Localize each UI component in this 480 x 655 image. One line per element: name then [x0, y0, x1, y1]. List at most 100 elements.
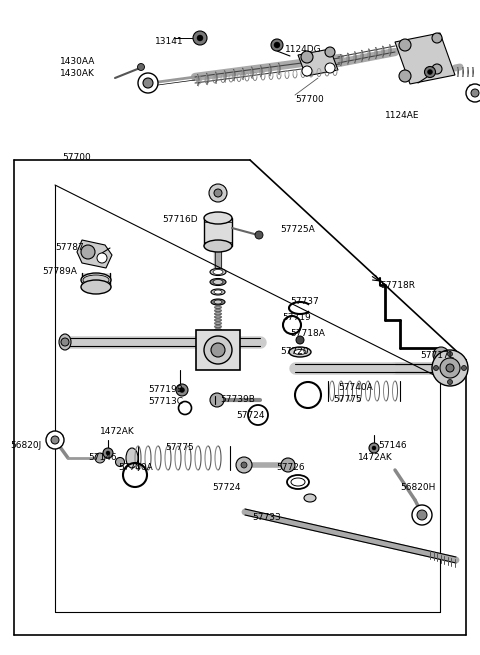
Ellipse shape: [214, 300, 222, 304]
Polygon shape: [298, 49, 338, 76]
Text: 57775: 57775: [165, 443, 194, 453]
Circle shape: [106, 451, 110, 455]
Circle shape: [81, 245, 95, 259]
Ellipse shape: [81, 280, 111, 294]
Circle shape: [399, 39, 411, 51]
Text: 57700: 57700: [62, 153, 91, 162]
Ellipse shape: [59, 334, 71, 350]
Circle shape: [51, 436, 59, 444]
Polygon shape: [395, 33, 455, 84]
Text: 57740A: 57740A: [118, 464, 153, 472]
Text: 57146: 57146: [88, 453, 117, 462]
Text: 57737: 57737: [290, 297, 319, 307]
Circle shape: [204, 336, 232, 364]
Text: 57733: 57733: [252, 512, 281, 521]
Text: 57775: 57775: [333, 396, 362, 405]
Text: 1430AK: 1430AK: [60, 69, 95, 79]
Text: 57724: 57724: [236, 411, 264, 419]
Circle shape: [241, 462, 247, 468]
Circle shape: [209, 184, 227, 202]
Circle shape: [433, 365, 439, 371]
Circle shape: [417, 510, 427, 520]
Polygon shape: [196, 330, 240, 370]
Ellipse shape: [213, 269, 223, 274]
Circle shape: [461, 365, 467, 371]
Circle shape: [271, 39, 283, 51]
Circle shape: [446, 364, 454, 372]
Circle shape: [281, 458, 295, 472]
Circle shape: [447, 352, 453, 356]
Text: 57146: 57146: [378, 441, 407, 449]
Circle shape: [471, 89, 479, 97]
Text: 57789A: 57789A: [42, 267, 77, 276]
Circle shape: [116, 457, 124, 466]
Circle shape: [428, 69, 432, 75]
Text: 57724: 57724: [212, 483, 240, 491]
Ellipse shape: [214, 290, 222, 294]
Circle shape: [447, 379, 453, 384]
Text: 1430AA: 1430AA: [60, 58, 96, 67]
Circle shape: [180, 388, 184, 392]
Ellipse shape: [126, 448, 138, 468]
Text: 57718A: 57718A: [290, 329, 325, 339]
Text: 57726: 57726: [276, 464, 305, 472]
Ellipse shape: [210, 269, 226, 276]
Circle shape: [372, 446, 376, 450]
Circle shape: [61, 338, 69, 346]
Ellipse shape: [304, 494, 316, 502]
Circle shape: [325, 63, 335, 73]
Circle shape: [95, 453, 105, 463]
Circle shape: [143, 78, 153, 88]
Text: 56820J: 56820J: [10, 441, 41, 449]
Ellipse shape: [83, 275, 109, 285]
Circle shape: [211, 343, 225, 357]
Circle shape: [325, 47, 335, 57]
Circle shape: [46, 431, 64, 449]
Circle shape: [301, 51, 313, 63]
Circle shape: [176, 384, 188, 396]
Ellipse shape: [294, 350, 306, 354]
Text: 57719: 57719: [282, 314, 311, 322]
Ellipse shape: [211, 289, 225, 295]
Text: 57716D: 57716D: [162, 215, 198, 225]
Circle shape: [236, 457, 252, 473]
Bar: [204, 218, 232, 246]
Circle shape: [214, 189, 222, 197]
Circle shape: [138, 73, 158, 93]
Ellipse shape: [291, 478, 305, 486]
Text: 57713C: 57713C: [148, 398, 183, 407]
Text: 1124AE: 1124AE: [385, 111, 420, 119]
Circle shape: [197, 35, 203, 41]
Text: 56820H: 56820H: [400, 483, 435, 493]
Circle shape: [210, 393, 224, 407]
Text: 57718R: 57718R: [380, 280, 415, 290]
Circle shape: [440, 358, 460, 378]
Circle shape: [103, 448, 113, 458]
Circle shape: [193, 31, 207, 45]
Circle shape: [432, 64, 442, 74]
Text: 1124DG: 1124DG: [285, 45, 322, 54]
Circle shape: [274, 42, 280, 48]
Circle shape: [424, 67, 435, 77]
Ellipse shape: [210, 278, 226, 286]
Text: 57717L: 57717L: [420, 350, 454, 360]
Circle shape: [399, 70, 411, 82]
Bar: [82, 273, 110, 287]
Circle shape: [432, 33, 442, 43]
Circle shape: [137, 64, 144, 71]
Text: 57740A: 57740A: [338, 383, 373, 392]
Ellipse shape: [204, 212, 232, 224]
Circle shape: [412, 505, 432, 525]
Text: 1472AK: 1472AK: [358, 453, 393, 462]
Polygon shape: [77, 240, 112, 268]
Circle shape: [302, 66, 312, 76]
Text: 13141: 13141: [155, 37, 184, 47]
Ellipse shape: [213, 280, 223, 284]
Text: 57720: 57720: [280, 348, 309, 356]
Ellipse shape: [204, 240, 232, 252]
Circle shape: [255, 231, 263, 239]
Text: 57787: 57787: [55, 244, 84, 252]
Circle shape: [97, 253, 107, 263]
Text: 57700: 57700: [295, 96, 324, 105]
Circle shape: [296, 336, 304, 344]
